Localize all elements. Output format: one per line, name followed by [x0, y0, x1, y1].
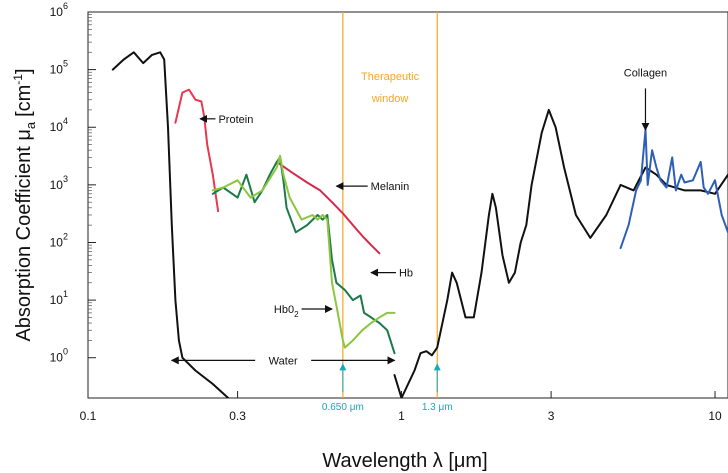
series-line-melanin	[275, 160, 381, 255]
annotation-collagen-label: Collagen	[624, 67, 667, 79]
y-axis-title: Absorption Coefficient μa [cm-1]	[11, 68, 38, 341]
series-line-water	[393, 108, 728, 398]
y-axis-title-unit: [cm	[13, 85, 35, 117]
annotation-hb0--label: Hb02	[274, 304, 299, 319]
series-layer	[111, 51, 728, 398]
y-axis-title-main: Absorption Coefficient μ	[13, 129, 35, 341]
y-tick-label: 100	[50, 347, 68, 365]
y-tick-label: 102	[50, 231, 68, 249]
series-line-hb0-	[211, 154, 396, 349]
annotation-layer: Protein Melanin Hb Hb02 Collagen Water	[170, 67, 667, 367]
x-axis-ticks: 0.1 0.3 1 3 10	[80, 391, 722, 423]
y-tick-label: 103	[50, 174, 68, 192]
y-tick-label: 101	[50, 289, 68, 307]
x-tick-label: 0.1	[80, 409, 97, 423]
x-axis-title: Wavelength λ [μm]	[322, 450, 487, 472]
y-axis-title-sub: a	[23, 121, 38, 129]
wavelength-marker-layer: 0.650 μm 1.3 μm	[322, 363, 453, 413]
therapeutic-window-label-line1: Therapeutic	[361, 71, 420, 83]
y-tick-label: 106	[50, 1, 68, 19]
series-line-hb	[211, 156, 396, 355]
annotation-water-label: Water	[269, 355, 298, 367]
marker-label-1: 1.3 μm	[422, 402, 453, 413]
series-line-water	[111, 51, 230, 398]
therapeutic-window-label-line2: window	[371, 93, 409, 105]
series-line-protein	[174, 88, 220, 213]
series-line-collagen	[619, 128, 728, 250]
annotation-protein-label: Protein	[218, 114, 253, 126]
plot-frame	[87, 11, 728, 399]
y-axis-title-unit-close: ]	[13, 68, 35, 74]
therapeutic-window: Therapeutic window	[342, 12, 438, 398]
y-tick-label: 104	[50, 116, 68, 134]
x-tick-label: 10	[708, 409, 722, 423]
x-tick-label: 1	[398, 409, 405, 423]
x-tick-label: 3	[548, 409, 555, 423]
annotation-hb-label: Hb	[399, 268, 413, 280]
y-axis-title-unit-sup: -1	[11, 74, 25, 85]
marker-label-0: 0.650 μm	[322, 402, 364, 413]
x-tick-label: 0.3	[229, 409, 246, 423]
y-tick-label: 105	[50, 59, 68, 77]
y-axis-ticks: 100 101 102 103 104 105 106	[50, 1, 96, 365]
annotation-melanin-label: Melanin	[371, 181, 410, 193]
